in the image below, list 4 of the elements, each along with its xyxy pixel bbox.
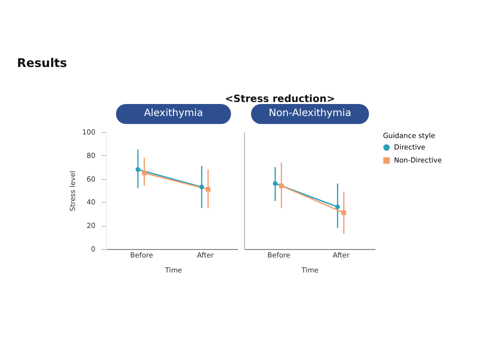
text: <Stress reduction>	[224, 94, 336, 105]
chart-title: Alexithymia	[116, 104, 231, 124]
text: Results	[17, 56, 68, 70]
chart-title: Non-Alexithymia	[251, 104, 369, 124]
